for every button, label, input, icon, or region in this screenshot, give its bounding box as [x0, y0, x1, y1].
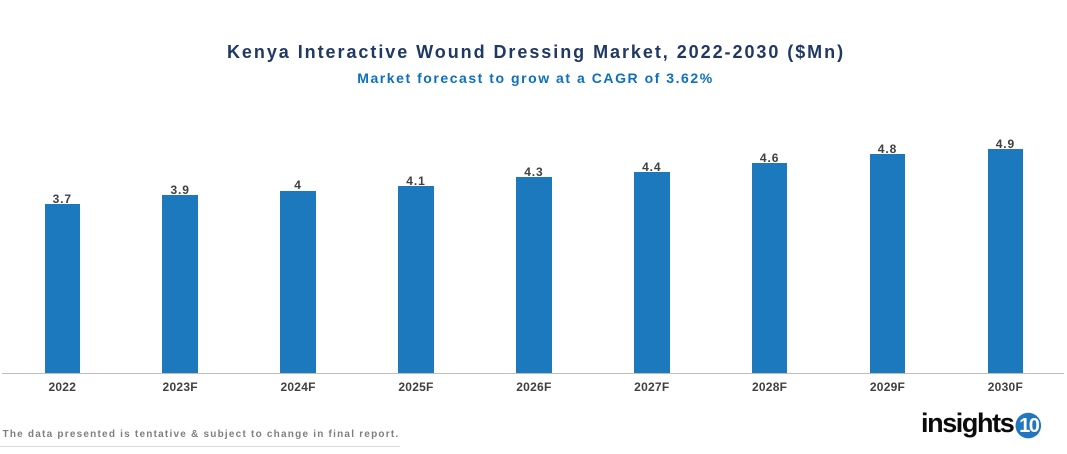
svg-text:10: 10 — [1019, 415, 1040, 437]
svg-text:insights: insights — [921, 408, 1014, 438]
